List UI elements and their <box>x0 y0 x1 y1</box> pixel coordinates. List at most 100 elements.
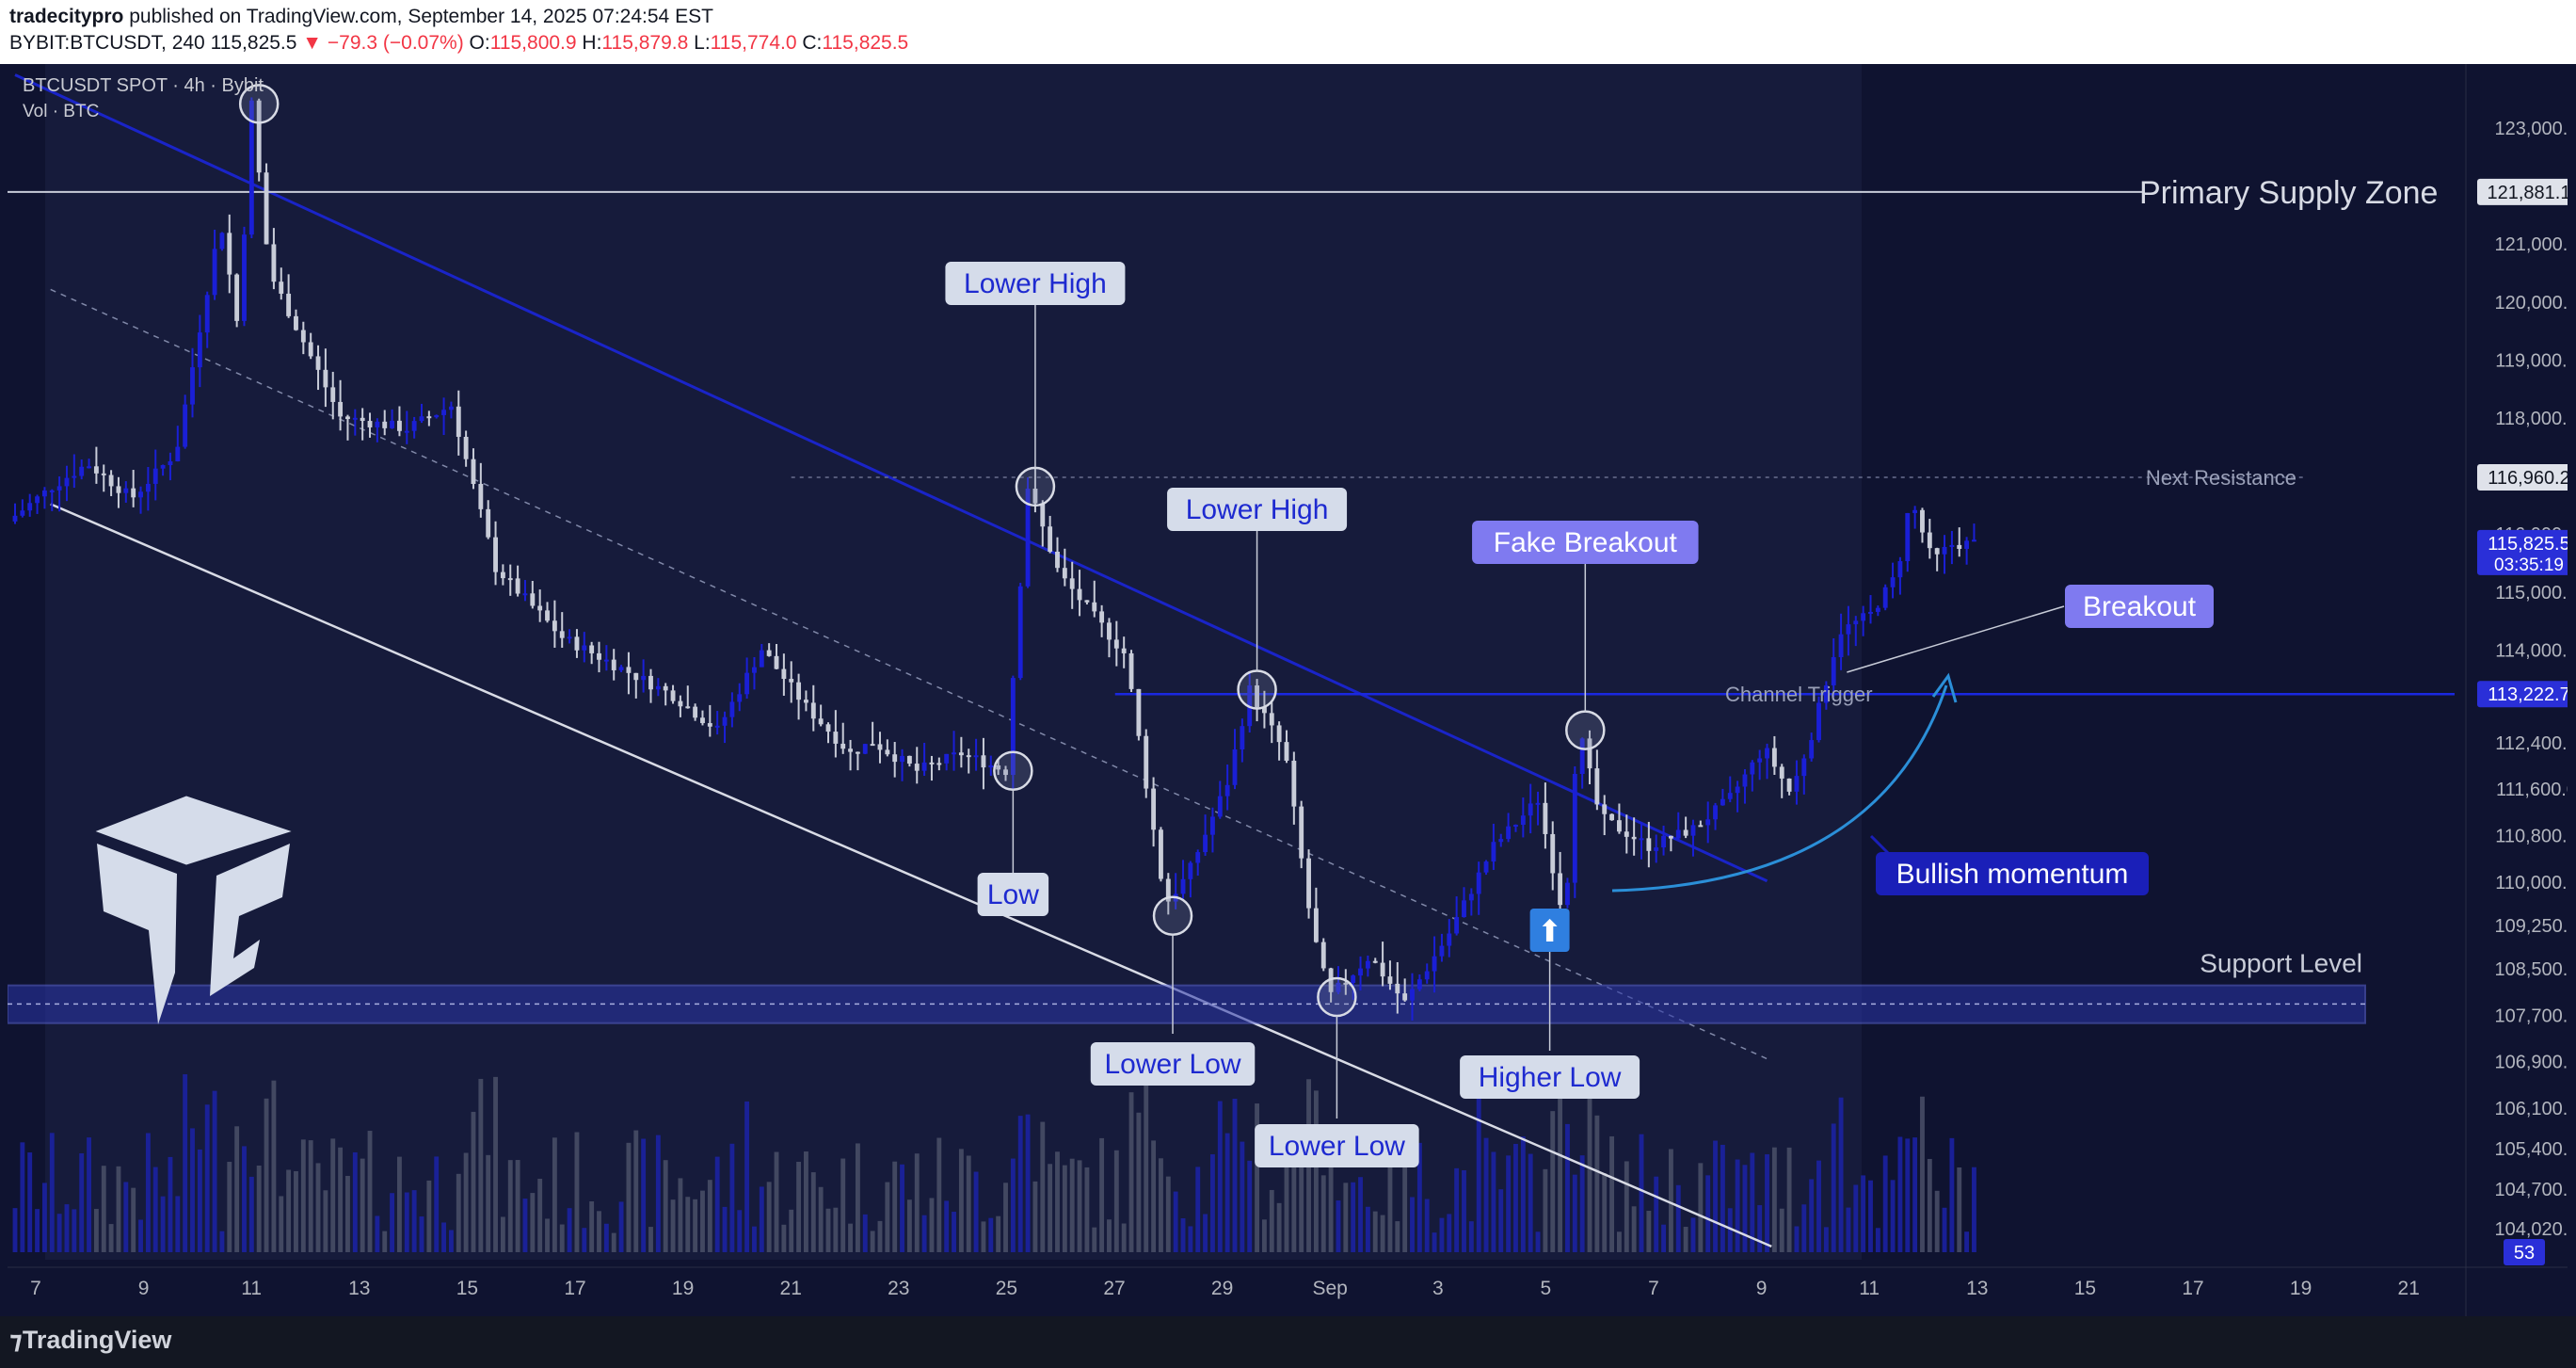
x-tick-label: 15 <box>2074 1278 2096 1299</box>
candle-body <box>116 486 121 493</box>
volume-bar <box>1159 1158 1163 1252</box>
lower-low-1-label: Lower Low <box>1104 1049 1240 1080</box>
candle-body <box>1617 820 1622 832</box>
candle-body <box>537 605 543 611</box>
candle-body <box>168 460 173 466</box>
high-label: H: <box>582 32 602 54</box>
candle-body <box>1765 748 1769 759</box>
symbol-legend[interactable]: BTCUSDT SPOT · 4h · Bybit <box>23 75 264 96</box>
y-tick-label: 111,600.0 <box>2496 780 2568 800</box>
candle-body <box>1077 588 1082 601</box>
candle-body <box>1816 702 1821 741</box>
volume-bar <box>1025 1114 1031 1252</box>
volume-bar <box>1520 1136 1526 1252</box>
candle-body <box>1809 740 1815 759</box>
volume-bar <box>1447 1214 1452 1252</box>
publisher-name[interactable]: tradecitypro <box>9 6 124 27</box>
volume-bar <box>1816 1160 1821 1252</box>
volume-bar <box>345 1175 350 1252</box>
volume-bar <box>1299 1159 1304 1252</box>
volume-bar <box>49 1133 55 1252</box>
candle-body <box>1661 835 1666 848</box>
breakout-label: Breakout <box>2083 591 2197 622</box>
open-label: O: <box>469 32 490 54</box>
candle-body <box>796 682 802 700</box>
candle-body <box>1284 742 1289 761</box>
candle-body <box>87 466 91 469</box>
volume-bar <box>1395 1221 1400 1252</box>
volume-bar <box>419 1216 424 1252</box>
x-tick-label: Sep <box>1313 1278 1348 1299</box>
candle-body <box>49 490 55 492</box>
fake-breakout-label-box <box>1472 521 1699 564</box>
price-change: ▼ −79.3 (−0.07%) <box>302 32 464 54</box>
volume-bar <box>685 1197 691 1252</box>
volume-bar <box>426 1180 432 1252</box>
volume-bar <box>1069 1158 1075 1252</box>
candle-body <box>1040 503 1046 527</box>
candle-body <box>759 650 764 668</box>
volume-bar <box>626 1142 632 1252</box>
candle-body <box>1875 607 1880 612</box>
price-chart[interactable]: Primary Supply Zone Next Resistance Channe… <box>7 64 2576 1316</box>
candle-body <box>877 744 883 750</box>
candle-body <box>1128 652 1134 689</box>
volume-bar <box>707 1180 712 1252</box>
candle-body <box>1387 976 1393 984</box>
candle-body <box>1195 852 1201 863</box>
candle-body <box>781 668 787 680</box>
candle-body <box>1107 622 1112 640</box>
candle-body <box>1336 982 1341 992</box>
close-value: 115,825.5 <box>822 32 909 54</box>
tv-icon: ⁊ <box>9 1326 23 1354</box>
candle-body <box>1180 878 1186 894</box>
momentum-arrow <box>1611 684 1948 893</box>
candle-body <box>1261 707 1267 714</box>
candle-body <box>1313 908 1319 942</box>
x-tick-label: 15 <box>456 1278 478 1299</box>
volume-bar <box>1151 1140 1157 1252</box>
chart-area[interactable]: Primary Supply Zone Next Resistance Channe… <box>7 64 2576 1316</box>
volume-bar <box>1794 1226 1800 1252</box>
volume-bar <box>168 1156 173 1252</box>
volume-bar <box>958 1149 964 1252</box>
volume-bar <box>966 1155 971 1252</box>
candle-body <box>1291 760 1297 807</box>
volume-bar <box>1387 1131 1393 1252</box>
candle-body <box>589 645 595 653</box>
candle-body <box>426 416 432 419</box>
volume-bar <box>1506 1155 1512 1252</box>
volume-bar <box>1439 1217 1445 1252</box>
candle-body <box>338 401 344 417</box>
volume-bar <box>500 1216 505 1252</box>
candle-body <box>1240 726 1245 750</box>
candle-body <box>737 694 743 702</box>
volume-bar <box>921 1215 927 1252</box>
x-tick-label: 19 <box>2290 1278 2312 1299</box>
candle-body <box>1801 758 1807 777</box>
volume-bar <box>796 1162 802 1252</box>
candle-body <box>840 743 846 749</box>
support-level-text: Support Level <box>2200 949 2362 978</box>
volume-bar <box>1964 1231 1970 1252</box>
volume-bar <box>1927 1158 1932 1252</box>
y-tick-label: 110,800.0 <box>2495 826 2568 846</box>
volume-bar <box>1742 1165 1748 1252</box>
candle-body <box>958 752 964 756</box>
price-tag-label: 116,960.2 <box>2488 468 2568 489</box>
candle-body <box>870 744 875 747</box>
low-value: 115,774.0 <box>710 32 797 54</box>
volume-legend[interactable]: Vol · BTC <box>23 102 100 121</box>
volume-bar <box>1727 1208 1733 1252</box>
candle-body <box>219 233 225 249</box>
breakout-leader <box>1847 605 2065 673</box>
candle-body <box>441 410 446 415</box>
tradingview-logo[interactable]: ⁊TradingView <box>9 1326 171 1355</box>
candle-body <box>448 406 454 410</box>
y-tick-label: 119,000.0 <box>2495 350 2568 371</box>
volume-bar <box>1247 1160 1253 1252</box>
candle-body <box>603 659 609 662</box>
volume-bar <box>308 1140 313 1252</box>
y-tick-label: 106,900.0 <box>2495 1053 2568 1073</box>
candle-body <box>493 537 498 572</box>
